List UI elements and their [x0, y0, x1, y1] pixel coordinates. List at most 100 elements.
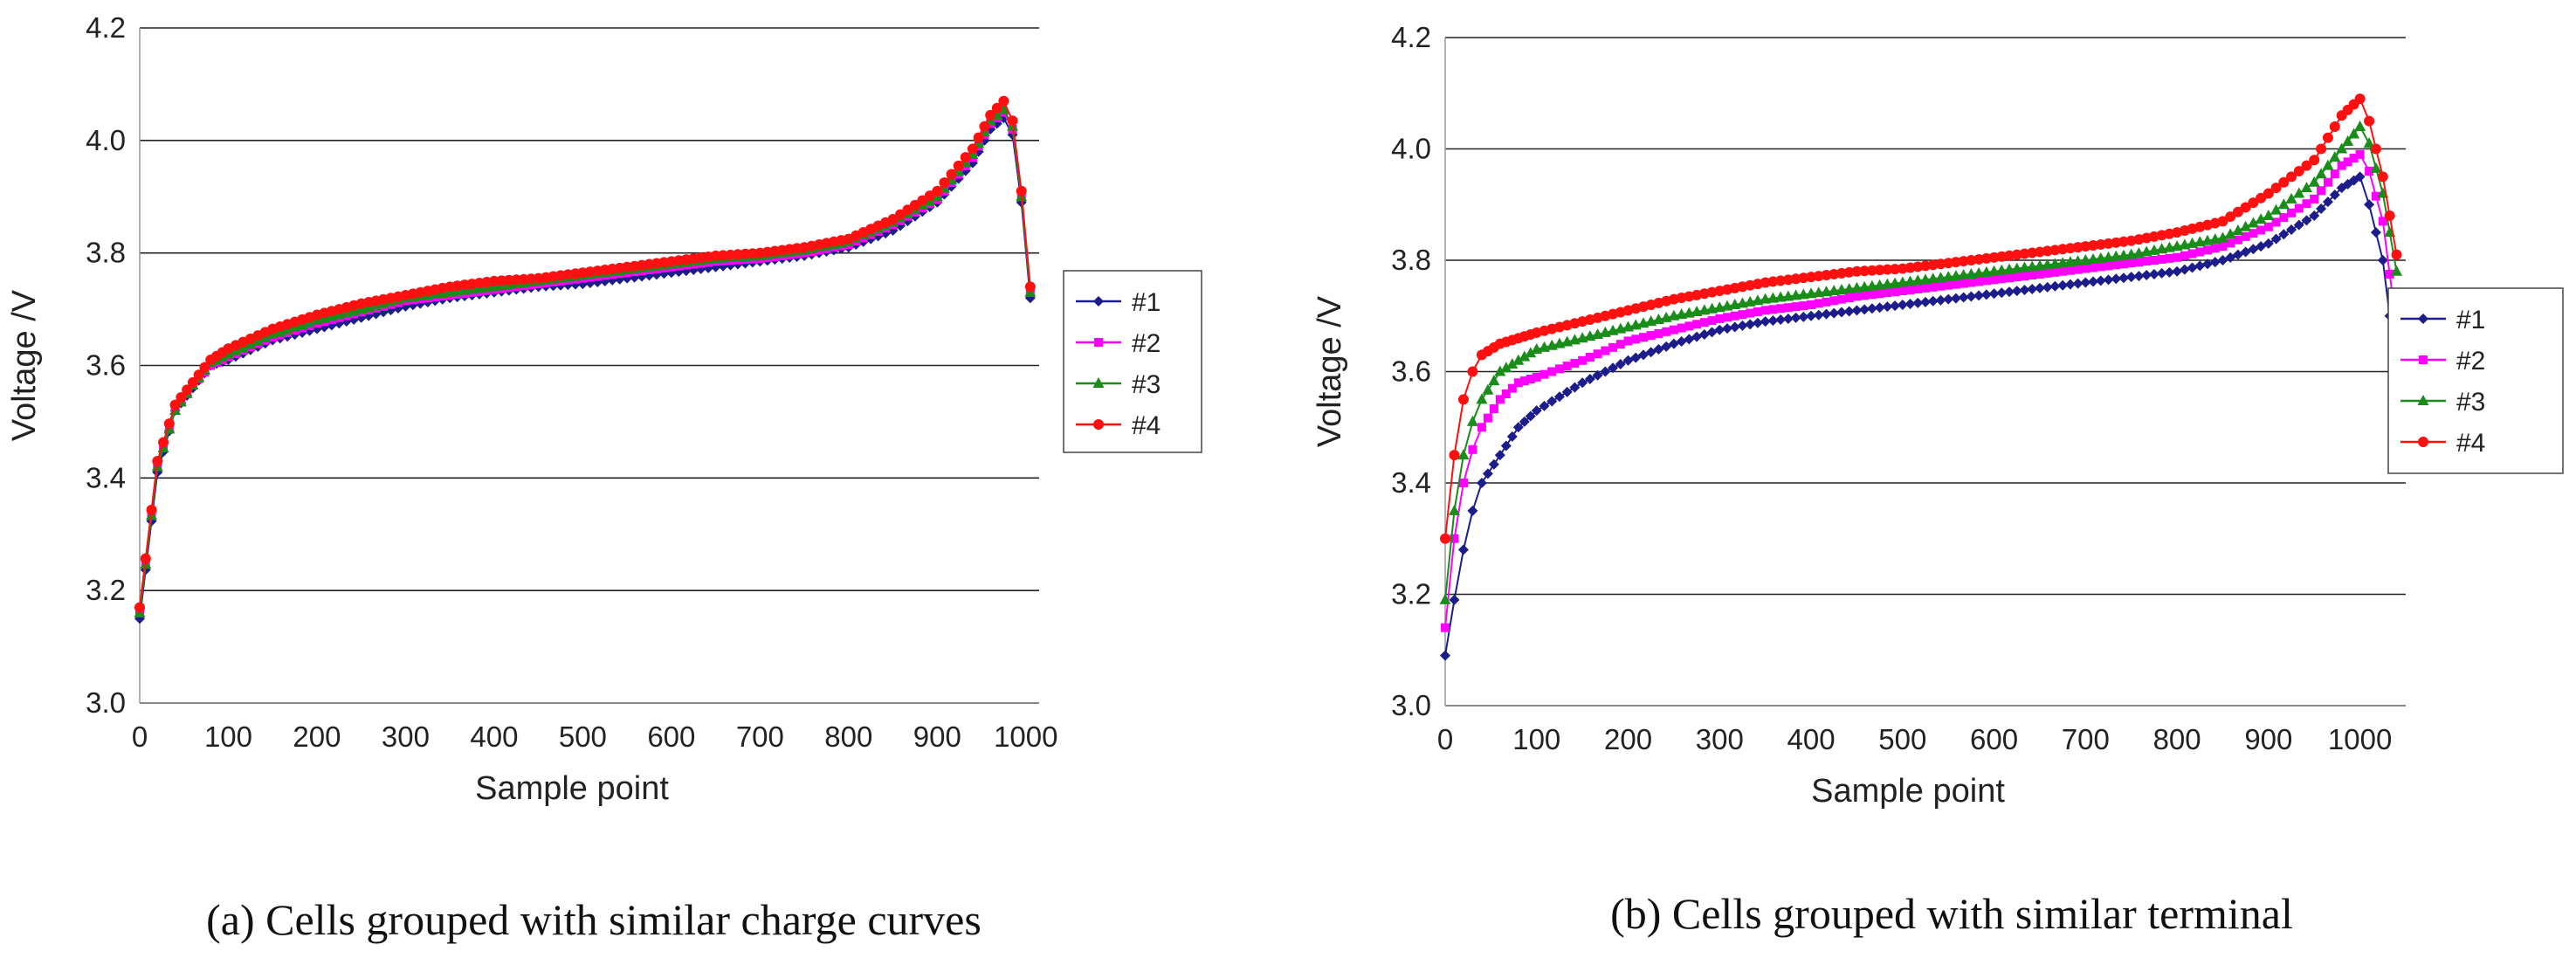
data-point-b-4: [2011, 249, 2022, 260]
data-point-b-2: [2073, 265, 2083, 274]
data-point-b-2: [1959, 279, 1968, 288]
x-axis-title-a: Sample point: [475, 770, 669, 807]
data-point-b-3: [2232, 224, 2244, 235]
x-tick-label-b: 500: [1878, 723, 1926, 755]
data-point-b-4: [2103, 238, 2114, 249]
data-point-b-1: [1525, 410, 1536, 422]
data-point-b-4: [2370, 143, 2381, 155]
x-tick-label-a: 500: [559, 720, 607, 753]
caption-b: (b) Cells grouped with similar terminal: [1610, 889, 2293, 938]
data-point-b-3: [2064, 256, 2077, 267]
data-point-b-1: [1798, 311, 1809, 322]
data-point-b-2: [1723, 313, 1732, 322]
data-point-b-2: [1981, 276, 1991, 286]
data-point-b-3: [2072, 255, 2084, 266]
data-point-b-4: [1966, 255, 1977, 265]
data-point-b-3: [2348, 128, 2360, 139]
legend-marker-b-1: [2418, 314, 2428, 324]
data-point-a-4: [187, 376, 198, 388]
data-point-b-1: [1874, 302, 1885, 314]
data-point-b-3: [2103, 251, 2115, 262]
data-point-b-3: [1439, 593, 1451, 604]
data-point-b-3: [2247, 217, 2259, 228]
data-point-b-1: [1449, 594, 1460, 605]
data-point-a-4: [140, 553, 151, 564]
data-point-b-1: [1897, 300, 1908, 310]
data-point-a-4: [953, 160, 964, 171]
x-axis-title-b: Sample point: [1811, 773, 2005, 810]
data-point-b-2: [2203, 245, 2213, 255]
data-point-b-2: [1715, 314, 1725, 323]
data-point-b-2: [1539, 369, 1549, 379]
data-point-b-2: [2249, 229, 2258, 238]
data-point-a-4: [946, 169, 957, 180]
data-point-b-3: [1919, 273, 1932, 285]
data-point-b-3: [2277, 198, 2290, 210]
data-point-b-1: [2156, 267, 2167, 279]
data-point-b-4: [1843, 266, 1855, 278]
x-tick-label-a: 700: [736, 720, 784, 753]
data-point-b-1: [1512, 422, 1524, 433]
data-point-b-2: [1699, 318, 1709, 327]
data-point-b-1: [1546, 396, 1558, 407]
data-point-a-4: [973, 132, 984, 143]
data-point-b-4: [1958, 256, 1969, 267]
data-point-b-4: [2118, 236, 2129, 247]
data-point-b-3: [1512, 354, 1525, 365]
data-point-b-2: [2165, 253, 2174, 263]
data-point-b-3: [2079, 254, 2091, 265]
data-point-b-2: [1547, 367, 1557, 376]
series-a-cell3: [134, 103, 1037, 617]
data-point-b-2: [2081, 264, 2090, 273]
data-point-b-1: [1767, 315, 1779, 327]
data-point-b-1: [2148, 268, 2159, 279]
data-point-b-4: [2095, 238, 2106, 250]
data-point-b-3: [1525, 347, 1537, 358]
data-point-b-1: [1752, 317, 1763, 328]
legend-marker-b-4: [2418, 437, 2428, 447]
data-point-b-2: [1860, 291, 1870, 300]
data-point-b-3: [2255, 213, 2267, 224]
x-tick-label-a: 200: [293, 720, 341, 753]
data-point-b-2: [2210, 244, 2220, 253]
data-point-b-3: [1911, 274, 1924, 286]
data-point-b-3: [1988, 265, 2001, 276]
data-point-b-1: [2172, 265, 2183, 277]
data-point-b-1: [2316, 203, 2327, 215]
data-point-b-1: [1457, 544, 1469, 555]
data-point-b-3: [1950, 270, 1962, 281]
data-point-b-2: [2035, 269, 2044, 279]
data-point-b-2: [1844, 293, 1854, 303]
x-tick-label-a: 300: [382, 720, 430, 753]
data-point-a-4: [939, 177, 950, 189]
data-point-b-2: [2180, 251, 2189, 260]
data-point-b-1: [1988, 288, 2000, 300]
data-point-b-4: [1882, 264, 1893, 275]
data-point-b-1: [2049, 280, 2061, 292]
data-point-b-2: [2349, 154, 2359, 163]
legend-b: #1 #2 #3 #4: [2387, 287, 2564, 474]
data-point-b-3: [1973, 266, 1985, 278]
data-point-b-3: [2285, 192, 2297, 203]
legend-label-a-2: #2: [1132, 329, 1161, 358]
data-point-b-3: [1500, 362, 1512, 373]
series-line-a-1: [139, 116, 1031, 619]
series-b-cell3: [1439, 121, 2403, 604]
data-point-b-1: [2286, 224, 2297, 235]
data-point-b-4: [2232, 206, 2243, 217]
data-point-b-3: [1897, 276, 1909, 287]
data-point-b-2: [1585, 353, 1595, 362]
data-point-b-4: [2270, 183, 2282, 194]
y-tick-label-b: 3.8: [1391, 244, 1431, 276]
data-point-b-2: [2050, 267, 2060, 277]
data-point-b-2: [1677, 323, 1686, 333]
data-point-b-4: [1851, 265, 1863, 277]
data-point-b-3: [1889, 277, 1901, 288]
data-point-b-1: [2141, 270, 2152, 280]
data-point-b-1: [1943, 293, 1954, 305]
data-point-b-2: [1875, 289, 1884, 299]
data-point-b-3: [2391, 265, 2403, 276]
data-point-b-2: [1646, 331, 1656, 341]
data-point-b-1: [1531, 405, 1542, 417]
